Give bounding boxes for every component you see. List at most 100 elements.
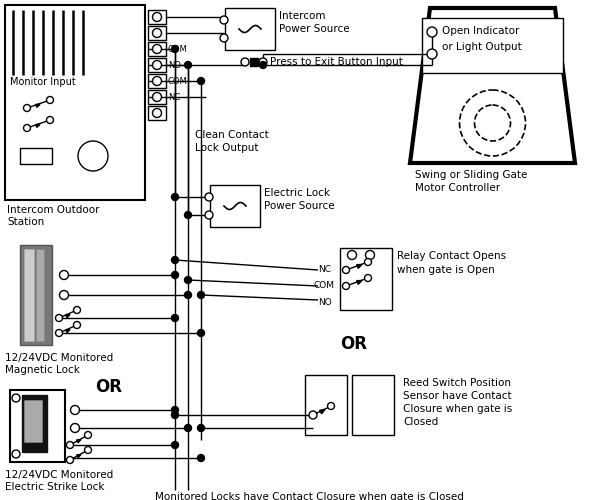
Text: NO: NO — [318, 298, 332, 307]
Text: OR: OR — [95, 378, 122, 396]
Circle shape — [172, 442, 178, 448]
Circle shape — [46, 96, 54, 103]
Text: Clean Contact: Clean Contact — [195, 130, 269, 140]
Text: NO: NO — [168, 61, 181, 70]
Bar — [210, 185, 260, 227]
Text: Lock Output: Lock Output — [195, 143, 259, 153]
Circle shape — [153, 60, 162, 70]
Circle shape — [474, 105, 511, 141]
Circle shape — [220, 34, 228, 42]
Bar — [36, 249, 44, 341]
Bar — [20, 148, 52, 164]
Circle shape — [12, 394, 20, 402]
Circle shape — [23, 124, 30, 132]
Circle shape — [205, 211, 213, 219]
Circle shape — [73, 306, 80, 314]
Circle shape — [172, 194, 178, 200]
Text: Monitor Input: Monitor Input — [10, 77, 76, 87]
Bar — [148, 42, 166, 56]
Circle shape — [23, 104, 30, 112]
Text: 12/24VDC Monitored: 12/24VDC Monitored — [5, 470, 113, 480]
Polygon shape — [66, 330, 70, 332]
Circle shape — [365, 250, 374, 260]
Bar — [10, 390, 65, 462]
Circle shape — [153, 108, 162, 118]
Bar — [250, 58, 258, 66]
Text: COM: COM — [313, 281, 334, 290]
Circle shape — [172, 406, 178, 414]
Text: NC: NC — [318, 265, 331, 274]
Circle shape — [60, 290, 69, 300]
Text: when gate is Open: when gate is Open — [397, 265, 495, 275]
Circle shape — [343, 282, 349, 290]
Text: Closed: Closed — [403, 417, 438, 427]
Circle shape — [85, 432, 92, 438]
Bar — [148, 26, 166, 40]
Circle shape — [197, 424, 204, 432]
Circle shape — [427, 49, 437, 59]
Bar — [24, 400, 42, 442]
Polygon shape — [36, 104, 40, 108]
Text: Open Indicator: Open Indicator — [442, 26, 519, 36]
Circle shape — [153, 76, 162, 86]
Circle shape — [241, 58, 249, 66]
Text: Monitored Locks have Contact Closure when gate is Closed: Monitored Locks have Contact Closure whe… — [155, 492, 464, 500]
Bar — [22, 395, 47, 452]
Circle shape — [197, 454, 204, 462]
Text: Station: Station — [7, 217, 44, 227]
Circle shape — [185, 276, 191, 283]
Text: Closure when gate is: Closure when gate is — [403, 404, 512, 414]
Text: Magnetic Lock: Magnetic Lock — [5, 365, 80, 375]
Circle shape — [343, 266, 349, 274]
Bar — [20, 245, 52, 345]
Circle shape — [78, 141, 108, 171]
Circle shape — [205, 193, 213, 201]
Polygon shape — [66, 314, 70, 318]
Circle shape — [197, 330, 204, 336]
Circle shape — [327, 402, 334, 409]
Circle shape — [259, 58, 267, 66]
Circle shape — [70, 424, 79, 432]
Circle shape — [12, 450, 20, 458]
Bar — [352, 375, 394, 435]
Circle shape — [67, 456, 73, 464]
Bar — [305, 375, 347, 435]
Bar — [340, 248, 392, 310]
Text: COM: COM — [168, 45, 188, 54]
Circle shape — [185, 212, 191, 218]
Text: or Light Output: or Light Output — [442, 42, 522, 52]
Circle shape — [172, 46, 178, 52]
Text: OR: OR — [340, 335, 367, 353]
Bar — [422, 18, 563, 73]
Text: Relay Contact Opens: Relay Contact Opens — [397, 251, 506, 261]
Text: 12/24VDC Monitored: 12/24VDC Monitored — [5, 353, 113, 363]
Text: Sensor have Contact: Sensor have Contact — [403, 391, 511, 401]
Text: NC: NC — [168, 93, 180, 102]
Bar — [225, 8, 275, 50]
Polygon shape — [356, 264, 362, 268]
Circle shape — [55, 314, 63, 322]
Bar — [148, 90, 166, 104]
Bar — [24, 249, 34, 341]
Circle shape — [172, 272, 178, 278]
Circle shape — [460, 90, 526, 156]
Circle shape — [220, 16, 228, 24]
Text: Power Source: Power Source — [279, 24, 350, 34]
Circle shape — [46, 116, 54, 123]
Polygon shape — [410, 8, 575, 163]
Bar — [148, 58, 166, 72]
Circle shape — [365, 258, 371, 266]
Bar — [148, 106, 166, 120]
Circle shape — [172, 314, 178, 322]
Polygon shape — [356, 280, 362, 284]
Circle shape — [197, 292, 204, 298]
Circle shape — [55, 330, 63, 336]
Bar — [5, 5, 145, 200]
Circle shape — [185, 292, 191, 298]
Text: Swing or Sliding Gate: Swing or Sliding Gate — [415, 170, 527, 180]
Circle shape — [153, 44, 162, 54]
Circle shape — [153, 12, 162, 22]
Circle shape — [172, 412, 178, 418]
Circle shape — [70, 406, 79, 414]
Circle shape — [67, 442, 73, 448]
